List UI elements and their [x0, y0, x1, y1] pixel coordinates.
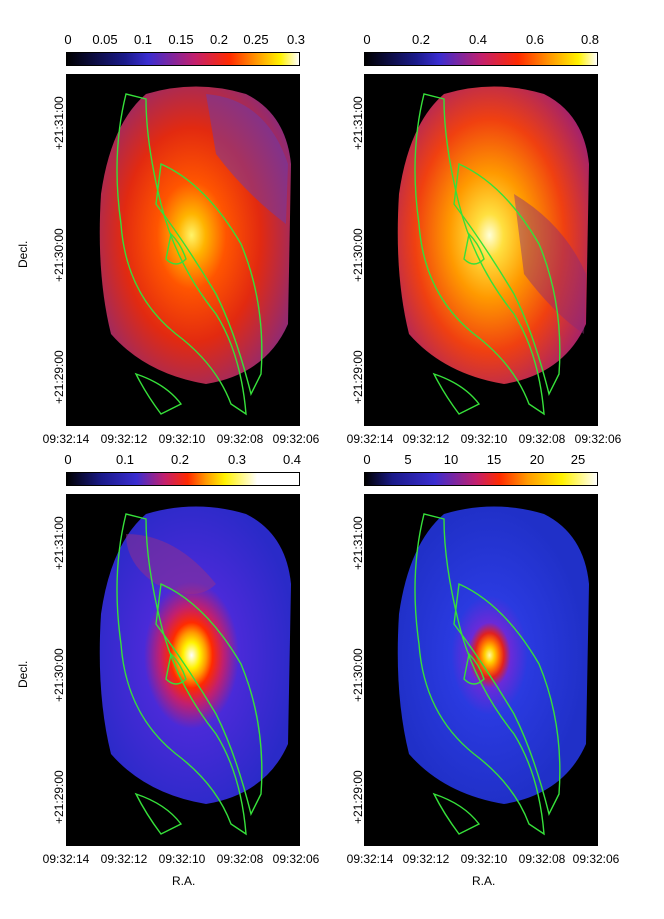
colorbar-tick: 0.4 [282, 452, 302, 467]
colorbar-tick: 0 [64, 452, 72, 467]
dec-tick-label: +21:29:00 [52, 350, 66, 404]
ra-tick-label: 09:32:12 [402, 432, 450, 446]
colorbar-tick: 0.2 [209, 32, 229, 47]
ra-tick-label: 09:32:06 [272, 432, 320, 446]
colorbar-tick: 0.05 [92, 32, 118, 47]
colorbar-top-left [66, 52, 300, 66]
ra-tick-label: 09:32:12 [100, 432, 148, 446]
image-map-bottom-right [364, 494, 598, 846]
x-axis-label: R.A. [472, 874, 496, 888]
ra-tick-label: 09:32:10 [460, 432, 508, 446]
colorbar-tick: 15 [486, 452, 502, 467]
x-axis-label: R.A. [172, 874, 196, 888]
ra-tick-label: 09:32:12 [100, 852, 148, 866]
dec-tick-label: +21:31:00 [351, 516, 365, 570]
ra-tick-label: 09:32:12 [402, 852, 450, 866]
ra-tick-label: 09:32:08 [518, 432, 566, 446]
image-map-top-right [364, 74, 598, 426]
ra-tick-label: 09:32:10 [158, 852, 206, 866]
ra-tick-label: 09:32:14 [346, 852, 394, 866]
colorbar-tick: 0.2 [411, 32, 431, 47]
ra-tick-label: 09:32:06 [574, 432, 622, 446]
dec-tick-label: +21:29:00 [351, 770, 365, 824]
dec-tick-label: +21:30:00 [351, 648, 365, 702]
colorbar-tick: 0 [363, 32, 371, 47]
colorbar-tick: 0.2 [170, 452, 190, 467]
colorbar-tick: 0.6 [525, 32, 545, 47]
colorbar-bottom-right [364, 472, 598, 486]
image-map-bottom-left [66, 494, 300, 846]
colorbar-tick: 20 [529, 452, 545, 467]
colorbar-bottom-left [66, 472, 300, 486]
colorbar-tick: 10 [443, 452, 459, 467]
ra-tick-label: 09:32:08 [518, 852, 566, 866]
colorbar-tick: 0.1 [133, 32, 153, 47]
ra-tick-label: 09:32:08 [216, 852, 264, 866]
dec-tick-label: +21:31:00 [52, 96, 66, 150]
ra-tick-label: 09:32:08 [216, 432, 264, 446]
colorbar-tick: 0.3 [286, 32, 306, 47]
ra-tick-label: 09:32:14 [42, 432, 90, 446]
dec-tick-label: +21:29:00 [351, 350, 365, 404]
colorbar-tick: 0 [64, 32, 72, 47]
y-axis-label: Decl. [16, 660, 30, 688]
colorbar-tick: 0 [363, 452, 371, 467]
ra-tick-label: 09:32:14 [346, 432, 394, 446]
colorbar-tick: 0.3 [227, 452, 247, 467]
ra-tick-label: 09:32:06 [572, 852, 620, 866]
ra-tick-label: 09:32:10 [460, 852, 508, 866]
colorbar-tick: 0.25 [243, 32, 269, 47]
ra-tick-label: 09:32:14 [42, 852, 90, 866]
colorbar-tick: 0.1 [115, 452, 135, 467]
colorbar-tick: 0.4 [468, 32, 488, 47]
colorbar-tick: 0.8 [580, 32, 600, 47]
colorbar-tick: 5 [404, 452, 412, 467]
dec-tick-label: +21:30:00 [52, 228, 66, 282]
image-map-top-left [66, 74, 300, 426]
colorbar-tick: 0.15 [168, 32, 194, 47]
dec-tick-label: +21:31:00 [351, 96, 365, 150]
ra-tick-label: 09:32:10 [158, 432, 206, 446]
colorbar-tick: 25 [570, 452, 586, 467]
ra-tick-label: 09:32:06 [272, 852, 320, 866]
colorbar-top-right [364, 52, 598, 66]
dec-tick-label: +21:30:00 [351, 228, 365, 282]
y-axis-label: Decl. [16, 240, 30, 268]
dec-tick-label: +21:30:00 [52, 648, 66, 702]
dec-tick-label: +21:31:00 [52, 516, 66, 570]
dec-tick-label: +21:29:00 [52, 770, 66, 824]
